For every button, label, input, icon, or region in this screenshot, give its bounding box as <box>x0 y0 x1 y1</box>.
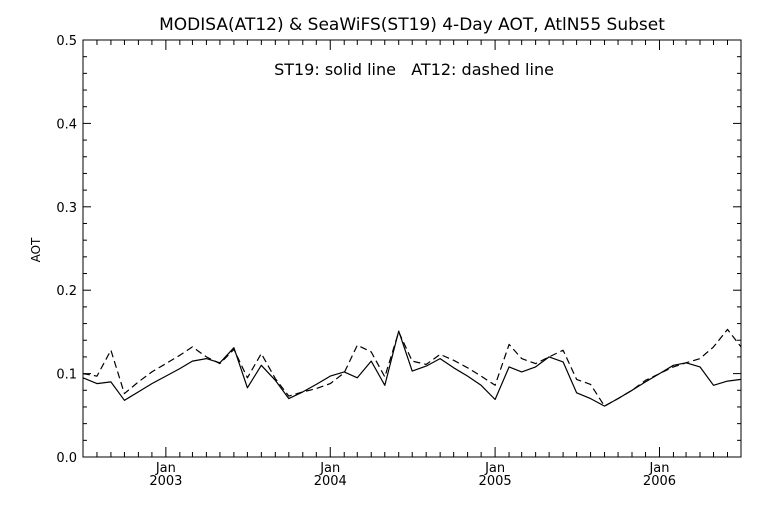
y-tick-label: 0.2 <box>56 284 77 299</box>
x-tick-label-month: Jan <box>648 461 669 476</box>
x-tick-label-year: 2003 <box>149 474 182 489</box>
plot-area: 0.00.10.20.30.40.5Jan2003Jan2004Jan2005J… <box>56 34 742 489</box>
y-axis-label: AOT <box>29 237 43 262</box>
y-tick-label: 0.1 <box>56 368 77 383</box>
x-tick-label-month: Jan <box>155 461 176 476</box>
chart-title: MODISA(AT12) & SeaWiFS(ST19) 4-Day AOT, … <box>159 15 665 35</box>
x-tick-label-year: 2004 <box>314 474 347 489</box>
x-tick-label-year: 2006 <box>643 474 676 489</box>
series-line-st19 <box>82 330 742 407</box>
y-tick-label: 0.4 <box>56 117 77 132</box>
y-tick-label: 0.3 <box>56 201 77 216</box>
y-tick-label: 0.5 <box>56 34 77 49</box>
x-tick-label-year: 2005 <box>479 474 512 489</box>
line-style-annotation: ST19: solid line AT12: dashed line <box>274 60 554 79</box>
series-line-at12 <box>82 328 742 407</box>
x-tick-label-month: Jan <box>319 461 340 476</box>
y-tick-label: 0.0 <box>56 451 77 466</box>
plot-frame <box>82 39 742 458</box>
x-tick-label-month: Jan <box>484 461 505 476</box>
